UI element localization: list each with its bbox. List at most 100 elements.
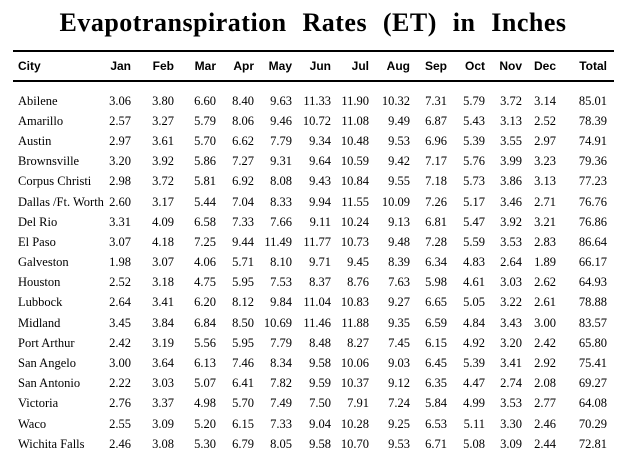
- value-cell: 7.24: [388, 396, 410, 411]
- value-cell: 10.28: [340, 416, 369, 431]
- col-header-mar: Mar: [194, 59, 216, 73]
- value-cell: 3.23: [534, 154, 556, 169]
- value-cell: 7.31: [425, 93, 447, 108]
- value-cell: 7.46: [232, 356, 254, 371]
- value-cell: 6.96: [425, 133, 447, 148]
- total-cell: 78.88: [578, 295, 607, 310]
- col-header-feb: Feb: [152, 59, 174, 73]
- value-cell: 3.13: [534, 174, 556, 189]
- value-cell: 7.53: [270, 275, 292, 290]
- city-cell: Waco: [18, 416, 47, 431]
- col-header-city: City: [18, 59, 41, 73]
- value-cell: 8.40: [232, 93, 254, 108]
- city-cell: Amarillo: [18, 113, 64, 128]
- value-cell: 2.97: [109, 133, 131, 148]
- value-cell: 10.69: [263, 315, 292, 330]
- value-cell: 10.70: [340, 436, 369, 451]
- value-cell: 5.05: [463, 295, 485, 310]
- table-row: Port Arthur 2.42 3.19 5.56 5.95 7.79 8.48 8.27 7…: [13, 333, 614, 353]
- value-cell: 6.62: [232, 133, 254, 148]
- value-cell: 5.76: [463, 154, 485, 169]
- city-cell: Austin: [18, 133, 52, 148]
- table-row: San Angelo 3.00 3.64 6.13 7.46 8.34 9.58 10.06 9…: [13, 353, 614, 373]
- value-cell: 5.44: [194, 194, 216, 209]
- value-cell: 7.63: [388, 275, 410, 290]
- page-title: Evapotranspiration Rates (ET) in Inches: [59, 8, 567, 37]
- value-cell: 9.13: [388, 214, 410, 229]
- total-cell: 64.08: [578, 396, 607, 411]
- value-cell: 2.55: [109, 416, 131, 431]
- value-cell: 5.79: [194, 113, 216, 128]
- value-cell: 5.39: [463, 356, 485, 371]
- value-cell: 8.12: [232, 295, 254, 310]
- city-cell: Dallas /Ft. Worth: [18, 194, 104, 209]
- value-cell: 2.74: [500, 376, 522, 391]
- value-cell: 5.98: [425, 275, 447, 290]
- value-cell: 9.25: [388, 416, 410, 431]
- value-cell: 4.98: [194, 396, 216, 411]
- value-cell: 4.47: [463, 376, 485, 391]
- city-cell: Abilene: [18, 93, 58, 108]
- value-cell: 5.43: [463, 113, 485, 128]
- value-cell: 8.39: [388, 255, 410, 270]
- table-row: Victoria 2.76 3.37 4.98 5.70 7.49 7.50 7.91 7.24…: [13, 394, 614, 414]
- value-cell: 2.42: [109, 335, 131, 350]
- value-cell: 3.00: [109, 356, 131, 371]
- total-cell: 83.57: [578, 315, 607, 330]
- value-cell: 4.83: [463, 255, 485, 270]
- value-cell: 10.32: [381, 93, 410, 108]
- value-cell: 7.79: [270, 335, 292, 350]
- value-cell: 8.05: [270, 436, 292, 451]
- value-cell: 3.37: [152, 396, 174, 411]
- value-cell: 2.42: [534, 335, 556, 350]
- value-cell: 7.27: [232, 154, 254, 169]
- value-cell: 10.09: [381, 194, 410, 209]
- value-cell: 8.76: [347, 275, 369, 290]
- value-cell: 7.91: [347, 396, 369, 411]
- city-cell: Corpus Christi: [18, 174, 92, 189]
- value-cell: 1.89: [534, 255, 556, 270]
- value-cell: 2.60: [109, 194, 131, 209]
- table-body: Abilene 3.06 3.80 6.60 8.40 9.63 11.33 11.90 10.…: [13, 81, 614, 454]
- value-cell: 9.35: [388, 315, 410, 330]
- value-cell: 7.33: [270, 416, 292, 431]
- total-cell: 75.41: [578, 356, 607, 371]
- city-cell: Houston: [18, 275, 61, 290]
- value-cell: 2.57: [109, 113, 131, 128]
- value-cell: 9.42: [388, 154, 410, 169]
- value-cell: 5.08: [463, 436, 485, 451]
- value-cell: 4.18: [152, 234, 174, 249]
- value-cell: 9.53: [388, 436, 410, 451]
- city-cell: San Antonio: [18, 376, 81, 391]
- value-cell: 6.13: [194, 356, 216, 371]
- value-cell: 3.53: [500, 396, 522, 411]
- col-header-aug: Aug: [386, 59, 410, 73]
- value-cell: 2.83: [534, 234, 556, 249]
- value-cell: 8.50: [232, 315, 254, 330]
- value-cell: 3.03: [152, 376, 174, 391]
- value-cell: 3.43: [500, 315, 522, 330]
- value-cell: 6.79: [232, 436, 254, 451]
- col-header-jul: Jul: [351, 59, 369, 73]
- value-cell: 5.71: [232, 255, 254, 270]
- value-cell: 4.75: [194, 275, 216, 290]
- value-cell: 2.98: [109, 174, 131, 189]
- value-cell: 6.20: [194, 295, 216, 310]
- value-cell: 11.49: [264, 234, 292, 249]
- value-cell: 7.45: [388, 335, 410, 350]
- value-cell: 3.80: [152, 93, 174, 108]
- value-cell: 3.13: [500, 113, 522, 128]
- value-cell: 2.92: [534, 356, 556, 371]
- value-cell: 2.64: [109, 295, 131, 310]
- value-cell: 9.94: [309, 194, 331, 209]
- value-cell: 6.60: [194, 93, 216, 108]
- value-cell: 10.73: [340, 234, 369, 249]
- value-cell: 6.34: [425, 255, 447, 270]
- col-header-dec: Dec: [533, 59, 556, 73]
- value-cell: 7.04: [232, 194, 254, 209]
- value-cell: 11.77: [303, 234, 331, 249]
- total-cell: 64.93: [578, 275, 607, 290]
- city-cell: Port Arthur: [18, 335, 75, 350]
- value-cell: 6.92: [232, 174, 254, 189]
